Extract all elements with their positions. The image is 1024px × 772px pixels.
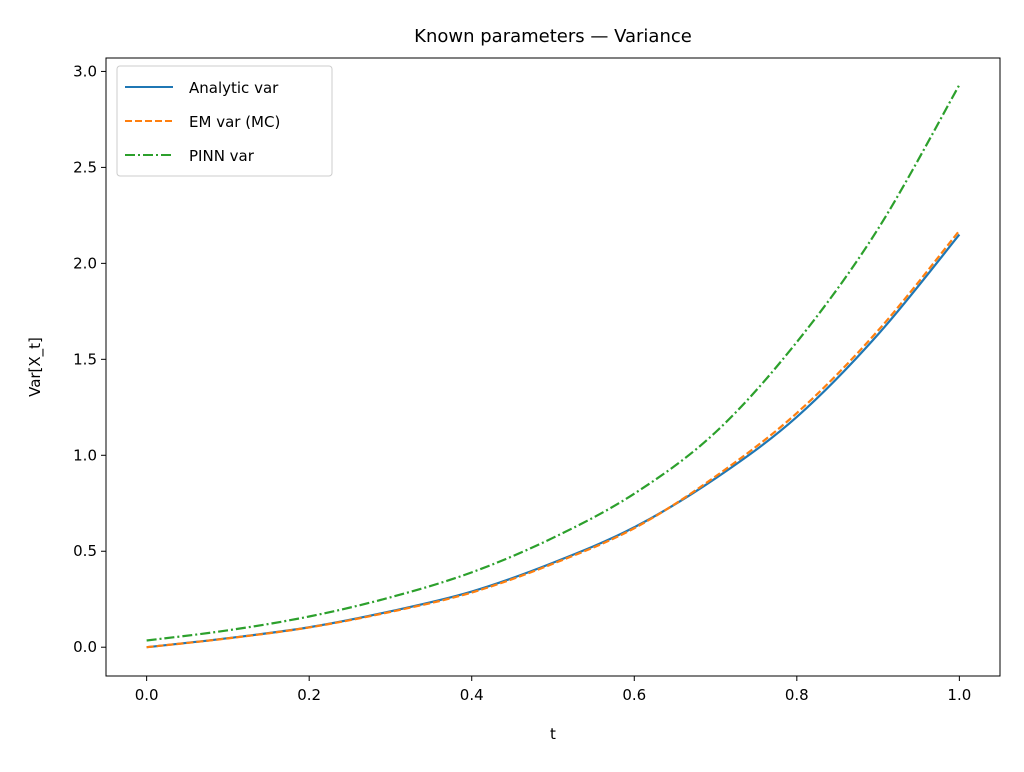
series-line-pinn	[146, 84, 961, 642]
chart-title: Known parameters — Variance	[414, 26, 692, 47]
axes-frame	[105, 57, 1001, 677]
plot-layer	[146, 84, 961, 649]
x-tick-label: 1.0	[947, 686, 971, 704]
y-tick-label: 1.5	[73, 350, 97, 368]
legend-label-pinn: PINN var	[189, 147, 255, 165]
legend: Analytic var EM var (MC) PINN var	[116, 65, 333, 177]
y-tick-label: 1.0	[73, 446, 97, 464]
y-tick-label: 0.5	[73, 542, 97, 560]
y-tick-label: 2.0	[73, 254, 97, 272]
series-line-em	[146, 230, 961, 649]
x-tick-label: 0.2	[297, 686, 321, 704]
y-axis-label: Var[X_t]	[26, 337, 45, 397]
x-tick-label: 0.0	[135, 686, 159, 704]
y-tick-label: 2.5	[73, 158, 97, 176]
x-tick-label: 0.8	[785, 686, 809, 704]
legend-label-analytic: Analytic var	[189, 79, 279, 97]
legend-box	[116, 65, 333, 177]
ticks-layer: 0.0 0.2 0.4 0.6 0.8 1.0 0.0 0.5 1.0 1.5 2.0 2.5 3.0	[73, 62, 971, 704]
x-tick-label: 0.4	[460, 686, 484, 704]
y-tick-label: 3.0	[73, 62, 97, 80]
y-tick-label: 0.0	[73, 638, 97, 656]
x-tick-label: 0.6	[622, 686, 646, 704]
legend-label-em: EM var (MC)	[189, 113, 280, 131]
x-axis-label: t	[550, 725, 556, 743]
